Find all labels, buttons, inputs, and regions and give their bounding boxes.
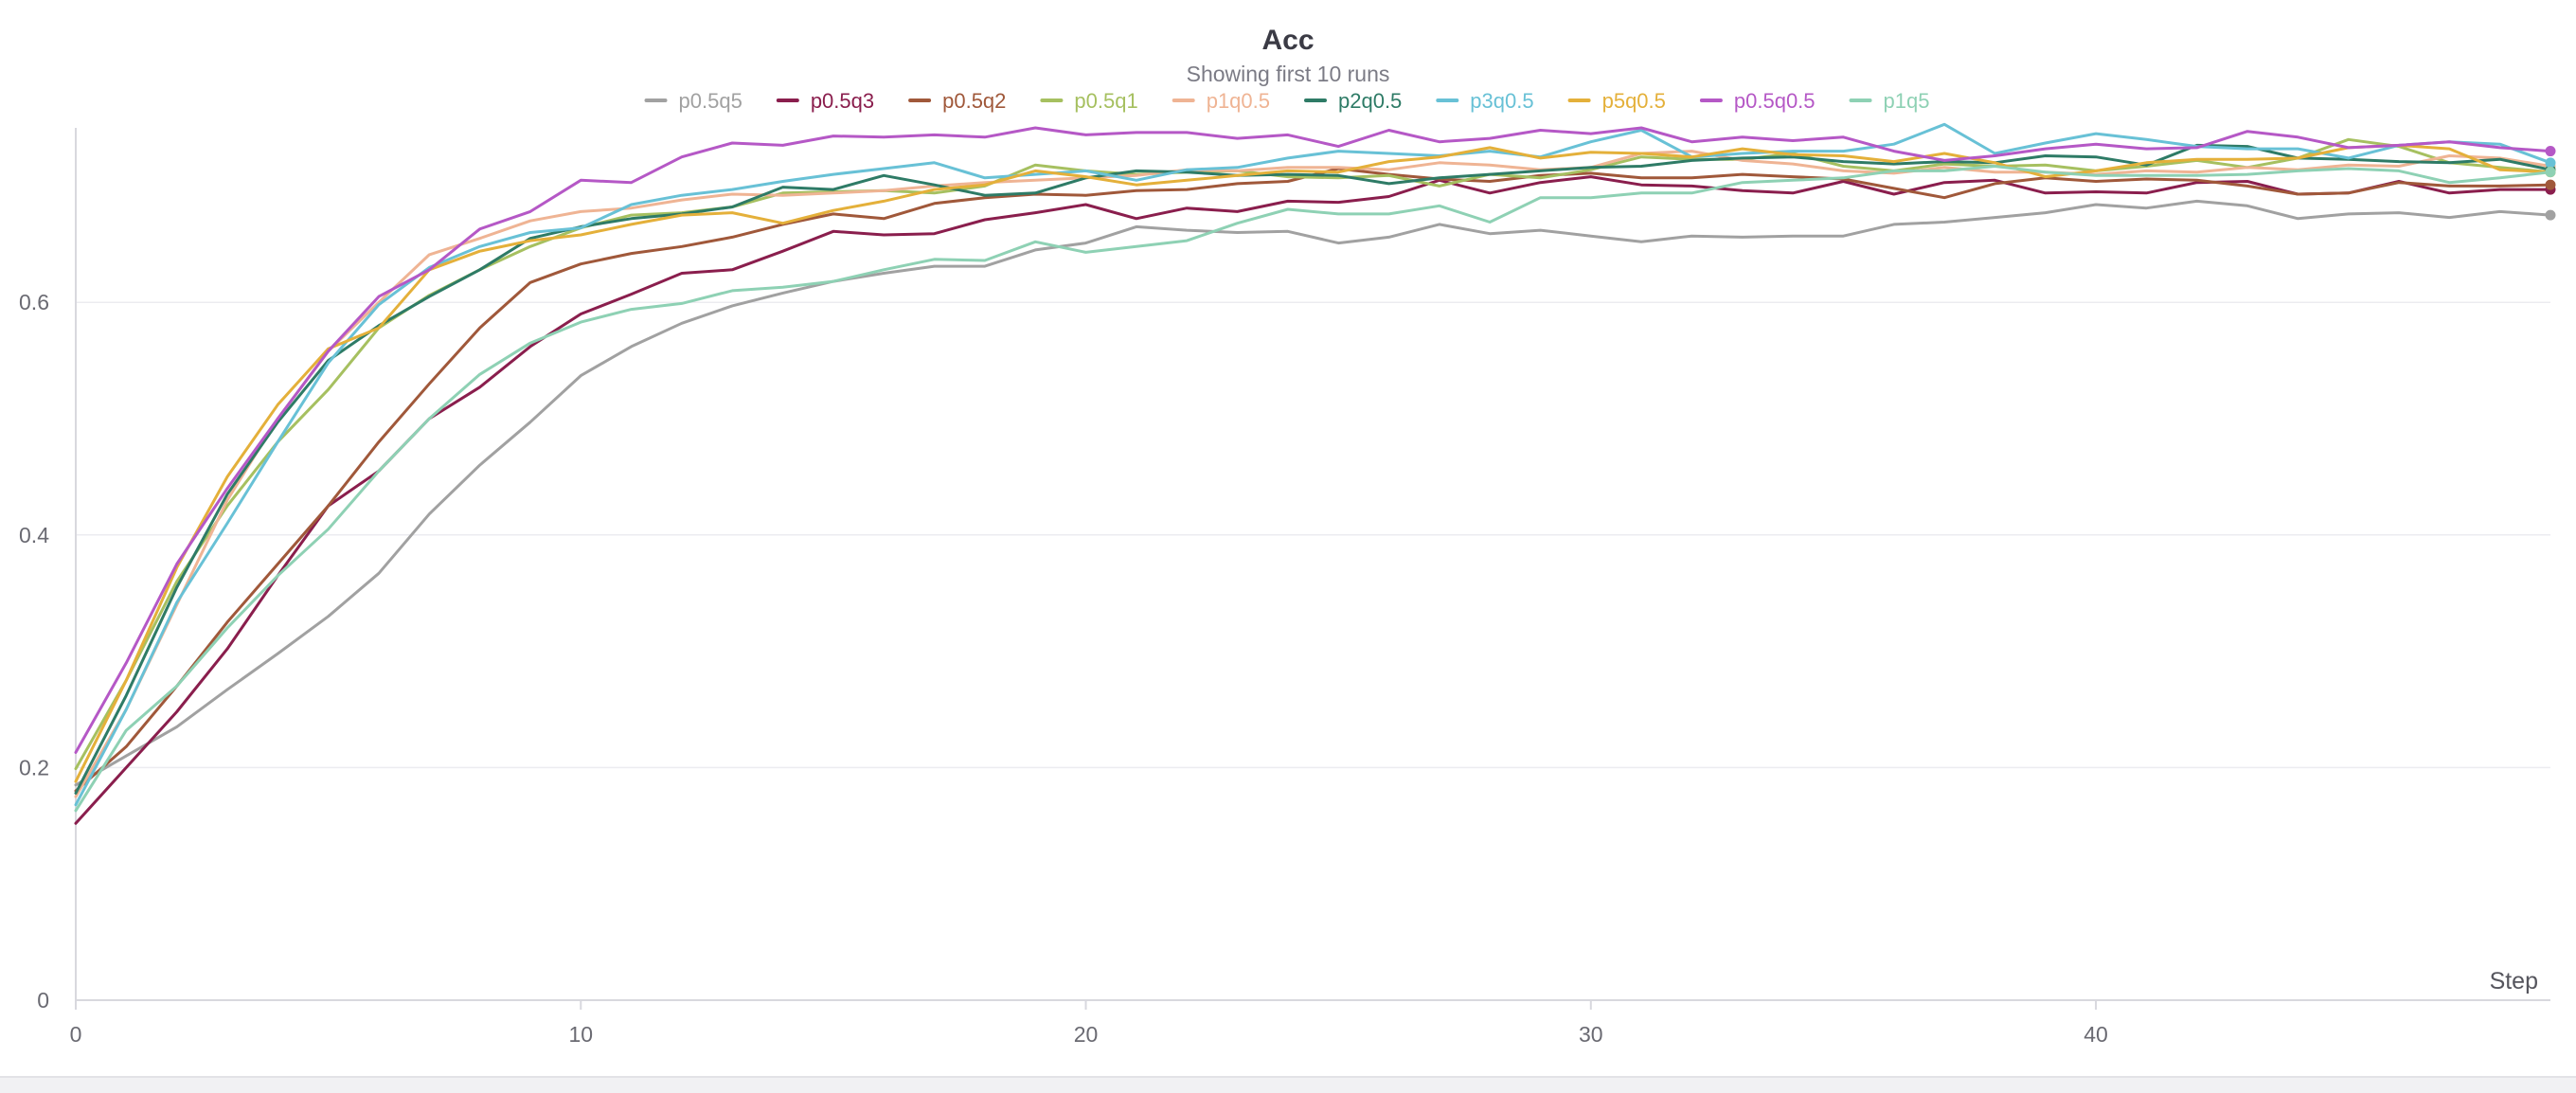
chart-subtitle: Showing first 10 runs bbox=[1187, 62, 1390, 86]
y-tick-label: 0.6 bbox=[19, 290, 49, 314]
y-tick-label: 0.4 bbox=[19, 523, 49, 547]
legend-label-p1q0.5: p1q0.5 bbox=[1207, 89, 1270, 113]
series-line-p0.5q3 bbox=[74, 175, 2552, 825]
x-tick-label: 10 bbox=[568, 1022, 593, 1047]
x-axis-label: Step bbox=[2490, 968, 2538, 994]
series-line-p3q0.5 bbox=[74, 122, 2552, 807]
series-end-marker-p3q0.5 bbox=[2545, 157, 2556, 169]
legend-label-p0.5q3: p0.5q3 bbox=[811, 89, 874, 113]
gridlines bbox=[76, 301, 2550, 769]
legend-label-p0.5q1: p0.5q1 bbox=[1074, 89, 1137, 113]
legend-label-p1q5: p1q5 bbox=[1884, 89, 1930, 113]
axes bbox=[75, 128, 2550, 1010]
series-line-p0.5q1 bbox=[74, 137, 2552, 771]
series-end-marker-p0.5q2 bbox=[2545, 179, 2556, 190]
series-line-p5q0.5 bbox=[74, 143, 2552, 783]
y-tick-label: 0 bbox=[37, 988, 49, 1012]
series-end-marker-p0.5q5 bbox=[2545, 209, 2556, 221]
series-end-marker-p0.5q0.5 bbox=[2545, 146, 2556, 157]
series-line-p1q0.5 bbox=[74, 150, 2552, 798]
legend-label-p0.5q0.5: p0.5q0.5 bbox=[1734, 89, 1816, 113]
series-line-p1q5 bbox=[74, 165, 2552, 813]
series-line-p0.5q0.5 bbox=[74, 126, 2552, 754]
legend-label-p0.5q2: p0.5q2 bbox=[942, 89, 1006, 113]
y-tick-label: 0.2 bbox=[19, 755, 49, 779]
x-tick-label: 40 bbox=[2084, 1022, 2108, 1047]
y-tick-labels: 0 0.2 0.4 0.6 bbox=[19, 290, 49, 1012]
legend-label-p0.5q5: p0.5q5 bbox=[679, 89, 742, 113]
x-tick-label: 30 bbox=[1579, 1022, 1603, 1047]
series-line-p0.5q5 bbox=[74, 199, 2552, 787]
x-tick-label: 0 bbox=[70, 1022, 82, 1047]
panel-footer bbox=[0, 1076, 2576, 1093]
chart-title: Acc bbox=[1261, 25, 1314, 56]
legend-label-p3q0.5: p3q0.5 bbox=[1470, 89, 1533, 113]
legend: p0.5q5 p0.5q3 p0.5q2 p0.5q1 p1q0.5 p2q0.5 p3q0… bbox=[644, 89, 1930, 113]
series-end-marker-p1q5 bbox=[2545, 167, 2556, 178]
series-lines bbox=[74, 122, 2552, 825]
x-tick-labels: 0 10 20 30 40 bbox=[70, 1022, 2108, 1047]
end-markers bbox=[2545, 146, 2556, 221]
series-line-p2q0.5 bbox=[74, 143, 2552, 795]
legend-label-p5q0.5: p5q0.5 bbox=[1602, 89, 1666, 113]
legend-label-p2q0.5: p2q0.5 bbox=[1338, 89, 1402, 113]
x-tick-label: 20 bbox=[1074, 1022, 1099, 1047]
